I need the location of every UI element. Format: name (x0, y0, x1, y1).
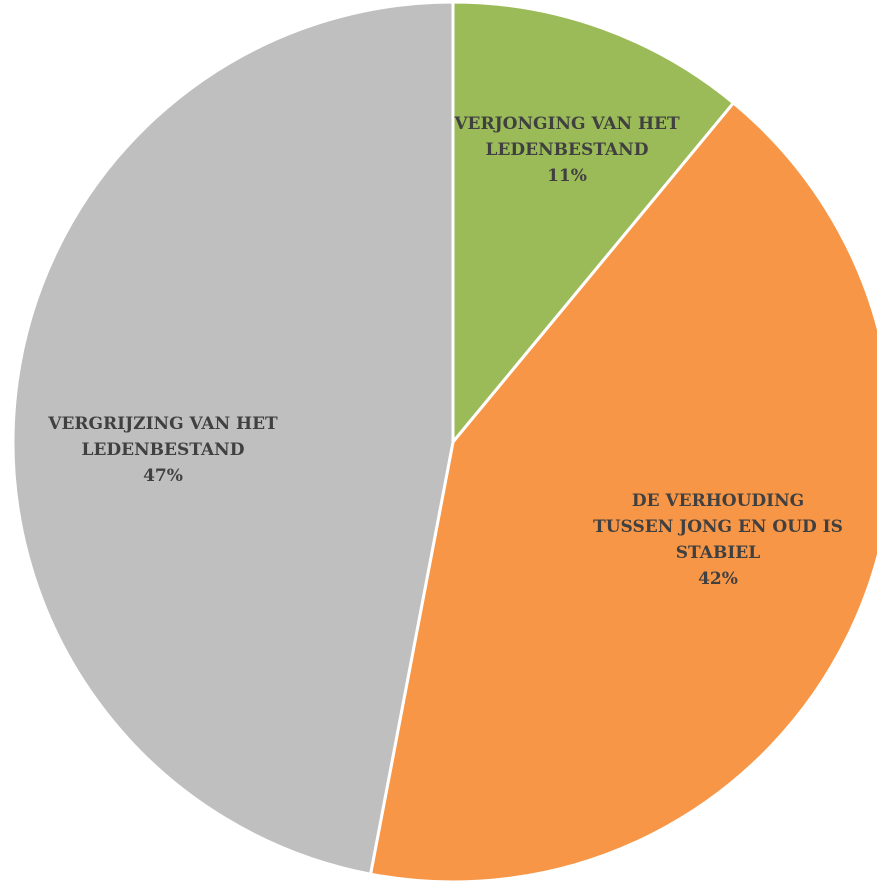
slice-label: VERGRIJZING VAN HET LEDENBESTAND 47% (8, 411, 318, 489)
pie-slice (11, 0, 455, 876)
value-label: 42% (698, 569, 738, 589)
value-label: 11% (547, 166, 587, 186)
pie-slice (451, 0, 736, 447)
pie-slice (368, 100, 877, 881)
slice-label: VERJONGING VAN HET LEDENBESTAND 11% (452, 111, 682, 189)
category-label: VERJONGING VAN HET LEDENBESTAND (454, 114, 680, 160)
value-label: 47% (143, 466, 183, 486)
category-label: VERGRIJZING VAN HET LEDENBESTAND (48, 414, 278, 460)
category-label: DE VERHOUDING TUSSEN JONG EN OUD IS STAB… (593, 491, 843, 563)
slice-label: DE VERHOUDING TUSSEN JONG EN OUD IS STAB… (593, 488, 843, 592)
